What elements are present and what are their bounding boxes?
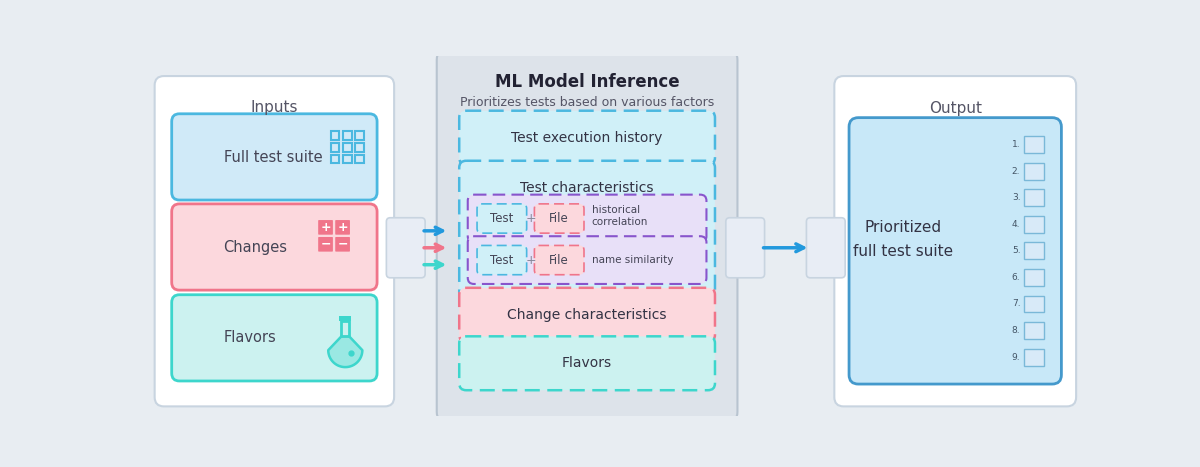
FancyBboxPatch shape — [806, 218, 845, 278]
Text: 4.: 4. — [1012, 220, 1020, 229]
Text: 6.: 6. — [1012, 273, 1020, 282]
Text: 9.: 9. — [1012, 353, 1020, 361]
FancyBboxPatch shape — [726, 218, 764, 278]
Text: Changes: Changes — [223, 240, 288, 255]
Text: name similarity: name similarity — [592, 255, 673, 265]
Text: Test characteristics: Test characteristics — [521, 181, 654, 195]
Text: File: File — [550, 212, 569, 225]
Bar — [342, 321, 349, 336]
Text: 5.: 5. — [1012, 247, 1020, 255]
Bar — [1024, 269, 1044, 286]
FancyBboxPatch shape — [318, 220, 332, 235]
Bar — [1024, 136, 1044, 153]
Bar — [340, 316, 352, 320]
Text: +: + — [526, 212, 536, 225]
FancyBboxPatch shape — [155, 76, 394, 406]
Text: Prioritized
full test suite: Prioritized full test suite — [853, 220, 953, 259]
Text: +: + — [337, 221, 348, 234]
FancyBboxPatch shape — [335, 237, 350, 252]
Bar — [1024, 163, 1044, 180]
Bar — [355, 155, 364, 163]
FancyBboxPatch shape — [468, 195, 707, 242]
Text: 8.: 8. — [1012, 326, 1020, 335]
Text: Change characteristics: Change characteristics — [508, 308, 667, 322]
Text: Flavors: Flavors — [223, 330, 276, 346]
Bar — [355, 142, 364, 151]
FancyBboxPatch shape — [478, 246, 527, 275]
Bar — [1024, 296, 1044, 312]
FancyBboxPatch shape — [460, 288, 715, 342]
Bar — [342, 142, 352, 151]
FancyBboxPatch shape — [834, 76, 1076, 406]
Text: 3.: 3. — [1012, 193, 1020, 202]
Bar — [1024, 242, 1044, 259]
Bar — [330, 131, 340, 140]
Text: +: + — [320, 221, 331, 234]
FancyBboxPatch shape — [534, 204, 584, 233]
FancyBboxPatch shape — [460, 336, 715, 390]
FancyBboxPatch shape — [172, 204, 377, 290]
FancyBboxPatch shape — [468, 236, 707, 284]
FancyBboxPatch shape — [460, 161, 715, 299]
Text: 7.: 7. — [1012, 299, 1020, 309]
Text: Flavors: Flavors — [562, 356, 612, 370]
Text: +: + — [526, 254, 536, 267]
Bar — [330, 142, 340, 151]
Polygon shape — [329, 336, 362, 367]
Text: File: File — [550, 254, 569, 267]
Text: 1.: 1. — [1012, 140, 1020, 149]
Text: Test: Test — [490, 212, 514, 225]
Text: Prioritizes tests based on various factors: Prioritizes tests based on various facto… — [460, 96, 714, 109]
FancyBboxPatch shape — [172, 295, 377, 381]
Text: Output: Output — [929, 101, 982, 116]
Text: Test execution history: Test execution history — [511, 131, 662, 145]
Bar — [355, 131, 364, 140]
Bar — [342, 155, 352, 163]
Text: ML Model Inference: ML Model Inference — [494, 73, 679, 91]
Bar — [1024, 216, 1044, 233]
FancyBboxPatch shape — [437, 49, 738, 423]
FancyBboxPatch shape — [386, 218, 425, 278]
Text: −: − — [337, 238, 348, 251]
FancyBboxPatch shape — [318, 237, 332, 252]
Bar — [342, 131, 352, 140]
FancyBboxPatch shape — [478, 204, 527, 233]
Bar — [1024, 322, 1044, 339]
FancyBboxPatch shape — [460, 111, 715, 164]
Text: Inputs: Inputs — [251, 100, 298, 115]
FancyBboxPatch shape — [850, 118, 1062, 384]
FancyBboxPatch shape — [172, 114, 377, 200]
Bar — [330, 155, 340, 163]
Text: 2.: 2. — [1012, 167, 1020, 176]
FancyBboxPatch shape — [335, 220, 350, 235]
Text: −: − — [320, 238, 331, 251]
FancyBboxPatch shape — [534, 246, 584, 275]
Text: historical
correlation: historical correlation — [592, 205, 648, 227]
Bar — [1024, 349, 1044, 366]
Text: Test: Test — [490, 254, 514, 267]
Text: Full test suite: Full test suite — [223, 150, 323, 165]
Bar — [1024, 189, 1044, 206]
